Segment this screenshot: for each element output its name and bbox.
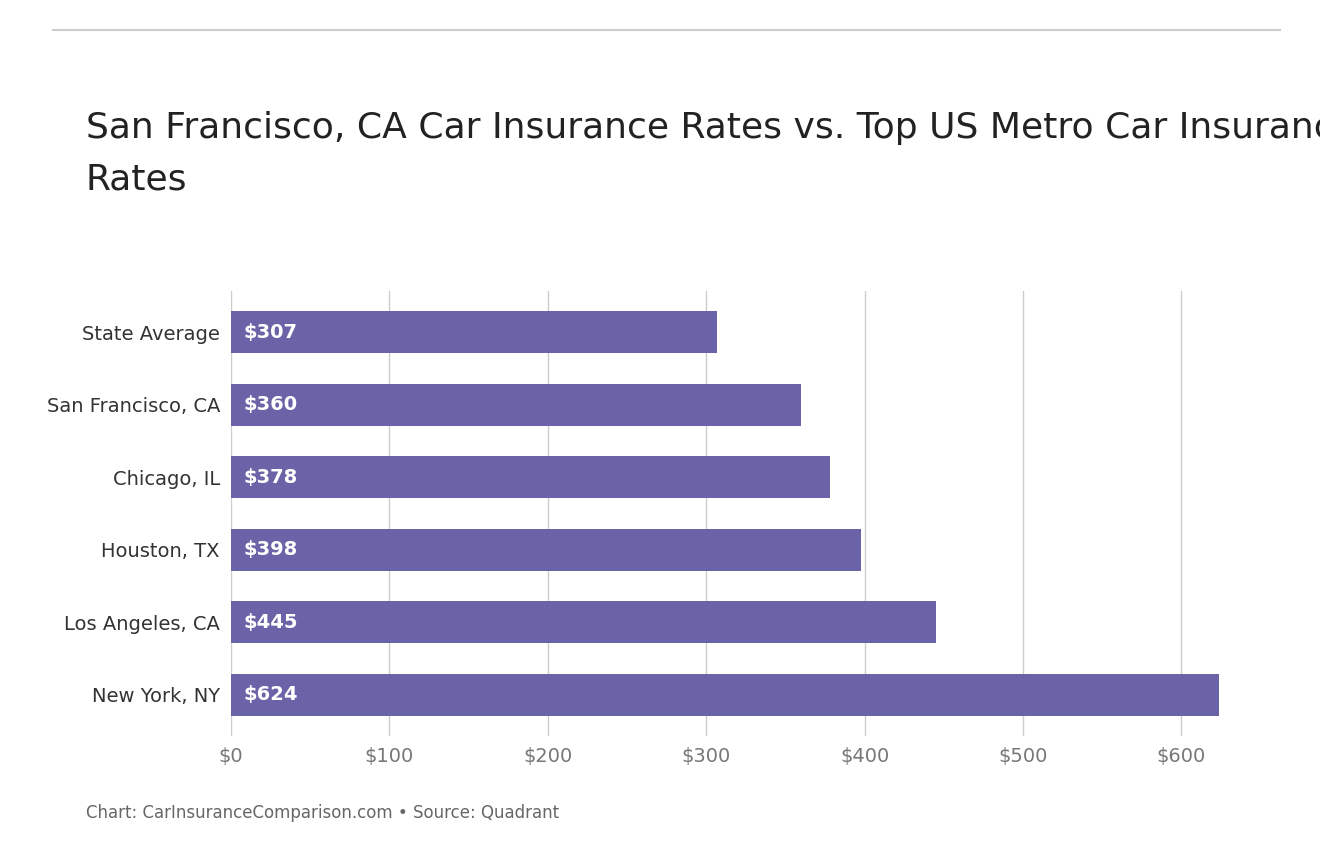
- Bar: [231, 383, 801, 425]
- Text: $378: $378: [244, 468, 298, 487]
- Bar: [231, 602, 936, 644]
- Bar: [231, 312, 717, 354]
- Text: $360: $360: [244, 395, 298, 414]
- Bar: [231, 529, 862, 571]
- Text: Chart: CarInsuranceComparison.com • Source: Quadrant: Chart: CarInsuranceComparison.com • Sour…: [86, 804, 558, 822]
- Text: $624: $624: [244, 686, 298, 704]
- Bar: [231, 456, 830, 498]
- Text: $445: $445: [244, 613, 298, 632]
- Text: San Francisco, CA Car Insurance Rates vs. Top US Metro Car Insurance: San Francisco, CA Car Insurance Rates vs…: [86, 111, 1320, 146]
- Text: Rates: Rates: [86, 163, 187, 197]
- Bar: [231, 674, 1220, 716]
- Text: $307: $307: [244, 323, 298, 342]
- Text: $398: $398: [244, 540, 298, 559]
